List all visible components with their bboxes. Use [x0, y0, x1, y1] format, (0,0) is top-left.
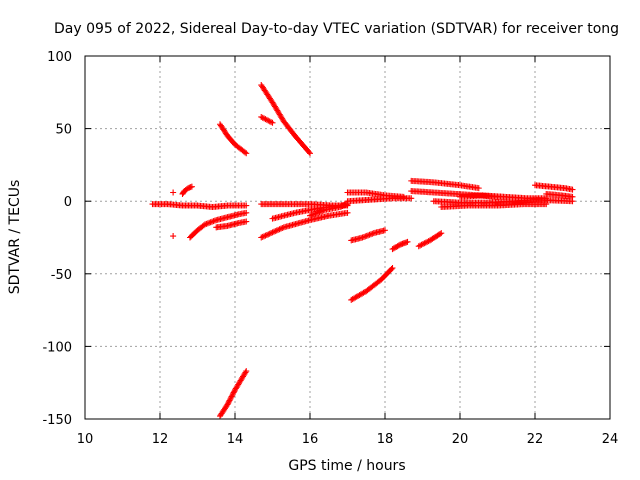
data-point	[306, 149, 312, 156]
data-point	[569, 193, 576, 200]
data-point	[268, 119, 275, 126]
data-point	[225, 400, 232, 407]
y-tick-label: -100	[42, 340, 72, 355]
series-arc-y	[543, 190, 576, 200]
data-point	[230, 389, 237, 396]
data-point	[437, 230, 443, 237]
x-tick-label: 10	[77, 432, 94, 447]
data-point	[262, 232, 269, 239]
data-point	[266, 230, 273, 237]
y-tick-label: -50	[51, 268, 72, 283]
y-tick-label: 100	[47, 50, 72, 65]
series-isolated	[170, 189, 177, 240]
series-arc-p	[344, 189, 407, 200]
series-arc-i	[258, 209, 351, 241]
data-point	[261, 233, 268, 240]
x-tick-label: 18	[377, 432, 394, 447]
axis-ticks: 10 12 14 16 18 20 22 24 -150 -100 -50 0 50 100	[42, 50, 618, 447]
data-point	[277, 225, 284, 232]
series-arc-v	[438, 201, 550, 211]
series-arc-r	[415, 230, 445, 250]
data-marks	[149, 82, 576, 420]
x-tick-label: 16	[302, 432, 319, 447]
data-point	[263, 231, 270, 238]
data-point	[543, 201, 550, 208]
data-point	[307, 150, 313, 157]
data-point	[382, 227, 388, 234]
series-arc-a	[149, 201, 250, 211]
data-point	[243, 218, 250, 225]
series-arc-d	[213, 218, 250, 231]
data-point	[569, 186, 576, 193]
y-axis-label: SDTVAR / TECUs	[7, 180, 23, 295]
data-point	[276, 226, 283, 233]
series-arc-g	[258, 82, 313, 157]
data-point	[229, 390, 236, 397]
series-arc-h	[258, 113, 276, 126]
chart-title: Day 095 of 2022, Sidereal Day-to-day VTE…	[54, 21, 619, 37]
series-arc-w	[457, 192, 550, 202]
series-arc-c	[187, 209, 250, 241]
data-point	[243, 202, 250, 209]
data-point	[243, 368, 250, 375]
series-arc-x	[532, 182, 576, 193]
grid-lines	[85, 56, 610, 419]
data-point	[242, 369, 249, 376]
data-point	[475, 185, 482, 192]
data-point	[279, 224, 286, 231]
series-arc-n	[348, 264, 396, 303]
series-arc-b	[179, 183, 195, 197]
data-point	[272, 228, 279, 235]
series-arc-e	[217, 121, 250, 157]
data-point	[243, 150, 250, 157]
plot-frame	[84, 55, 611, 420]
data-point	[269, 229, 276, 236]
data-point	[227, 396, 234, 403]
data-point	[170, 233, 177, 240]
data-point	[224, 401, 231, 408]
y-tick-label: -150	[42, 413, 72, 428]
data-point	[225, 398, 232, 405]
data-point	[227, 394, 234, 401]
data-point	[258, 234, 265, 241]
data-point	[408, 195, 415, 202]
data-point	[270, 228, 277, 235]
data-point	[170, 189, 177, 196]
x-tick-label: 12	[152, 432, 169, 447]
x-axis-label: GPS time / hours	[288, 458, 405, 474]
data-point	[188, 183, 195, 190]
series-arc-l	[307, 201, 351, 219]
x-tick-label: 20	[452, 432, 469, 447]
data-point	[273, 227, 280, 234]
data-point	[259, 233, 266, 240]
data-point	[226, 397, 233, 404]
data-point	[265, 231, 272, 238]
series-arc-s	[408, 177, 482, 192]
x-tick-label: 14	[227, 432, 244, 447]
data-point	[344, 209, 351, 216]
data-point	[438, 230, 445, 237]
data-point	[242, 149, 248, 156]
y-tick-label: 0	[64, 195, 72, 210]
series-arc-q	[389, 238, 411, 253]
data-point	[228, 393, 235, 400]
data-point	[269, 119, 276, 126]
data-point	[388, 266, 395, 273]
data-point	[268, 230, 275, 237]
y-tick-label: 50	[55, 123, 72, 138]
x-tick-label: 22	[527, 432, 544, 447]
data-point	[229, 392, 236, 399]
series-arc-f	[217, 368, 250, 420]
data-point	[400, 193, 407, 200]
x-tick-label: 24	[602, 432, 619, 447]
data-point	[243, 209, 250, 216]
data-point	[275, 226, 282, 233]
data-point	[404, 238, 411, 245]
series-arc-m	[348, 227, 388, 244]
data-point	[389, 264, 396, 271]
